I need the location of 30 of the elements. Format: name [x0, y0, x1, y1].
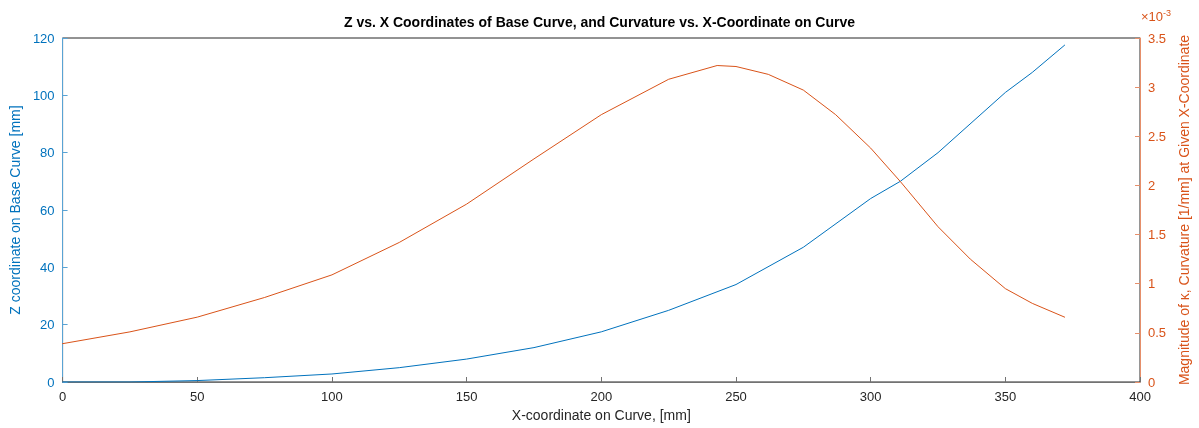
y-axis-title: Z coordinate on Base Curve [mm]	[7, 105, 23, 315]
y-tick-label: 40	[40, 259, 55, 275]
y-tick-label: 120	[32, 30, 55, 46]
y2-tick-label: 3.5	[1148, 30, 1167, 46]
x-tick-label: 250	[725, 389, 747, 404]
y2-tick-label: 3	[1148, 79, 1156, 95]
y-tick-label: 0	[47, 374, 55, 390]
chart-title: Z vs. X Coordinates of Base Curve, and Curvature vs. X-Coordinate on Curve	[343, 14, 856, 30]
x-tick-label: 300	[859, 389, 882, 404]
x-tick-label: 150	[455, 389, 478, 404]
y2-tick-label: 2	[1148, 177, 1156, 193]
line-series	[62, 44, 1066, 383]
x-tick-label: 100	[321, 389, 343, 404]
x-tick-label: 400	[1129, 389, 1151, 404]
y-tick-label: 20	[40, 317, 55, 333]
y-tick-label: 80	[40, 145, 55, 161]
x-tick-label: 350	[994, 389, 1017, 404]
y-tick-label: 100	[32, 87, 55, 103]
y2-tick-label: 2.5	[1148, 128, 1167, 144]
x-tick-label: 200	[590, 389, 613, 404]
x-tick-label: 50	[190, 389, 205, 404]
y2-axis-title: Magnitude of κ, Curvature [1/mm] at Given X-Coordinate	[1176, 34, 1192, 386]
y-tick-label: 60	[40, 202, 55, 218]
line-series	[62, 65, 1066, 345]
x-axis-title: X-coordinate on Curve, [mm]	[511, 406, 691, 423]
y2-tick-label: 0	[1148, 374, 1156, 390]
x-tick-label: 0	[58, 389, 67, 404]
y2-tick-label: 0.5	[1148, 325, 1167, 341]
y2-tick-label: 1.5	[1148, 227, 1167, 243]
y2-tick-label: 1	[1148, 276, 1156, 292]
